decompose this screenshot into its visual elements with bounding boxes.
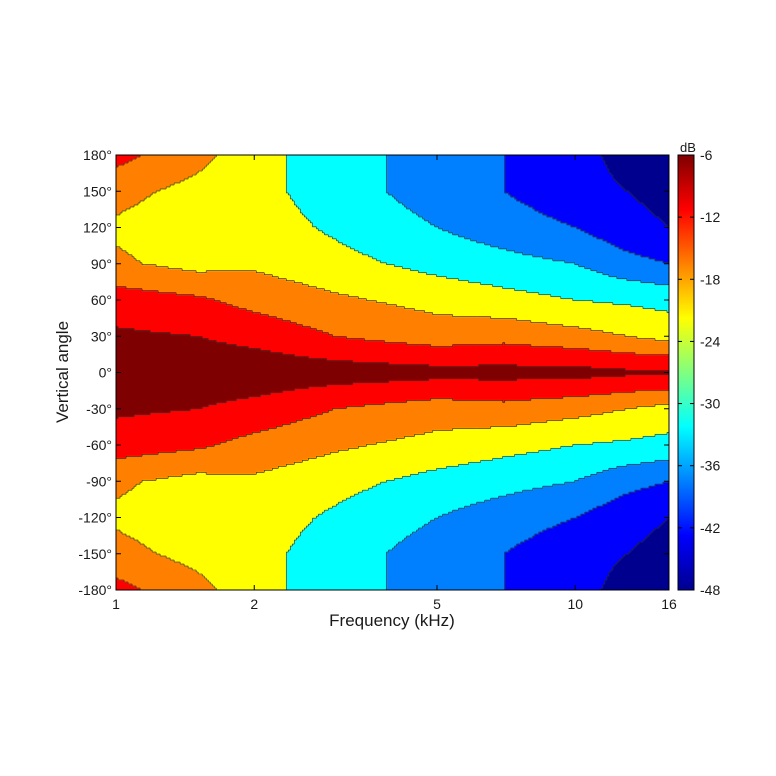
colorbar-tick-label: -12	[700, 209, 720, 225]
colorbar-unit-label: dB	[680, 140, 696, 155]
colorbar-tick-label: -36	[700, 458, 720, 474]
x-tick-label: 2	[250, 596, 258, 612]
x-tick-label: 16	[661, 596, 677, 612]
x-tick-label: 1	[112, 596, 120, 612]
y-tick-label: 150°	[83, 183, 112, 199]
colorbar-tick-label: -6	[700, 147, 713, 163]
y-tick-label: 120°	[83, 220, 112, 236]
y-tick-label: -150°	[78, 546, 112, 562]
contour-field-image	[116, 155, 669, 590]
y-tick-label: -120°	[78, 510, 112, 526]
x-tick-label: 5	[433, 596, 441, 612]
colorbar-tick-label: -42	[700, 520, 720, 536]
y-tick-label: 30°	[91, 328, 112, 344]
contour-boundary-path	[116, 155, 669, 590]
y-tick-label: -90°	[86, 473, 112, 489]
colorbar-tick-label: -18	[700, 271, 720, 287]
y-tick-label: 90°	[91, 256, 112, 272]
colorbar-ticks: -6 -12 -18 -24 -30 -36 -42 -48	[678, 147, 720, 598]
colorbar-tick-label: -24	[700, 333, 720, 349]
y-tick-label: -30°	[86, 401, 112, 417]
y-tick-label: 0°	[99, 365, 112, 381]
y-axis-label: Vertical angle	[53, 321, 72, 423]
y-tick-label: 60°	[91, 292, 112, 308]
y-tick-label: 180°	[83, 147, 112, 163]
x-axis-label: Frequency (kHz)	[329, 611, 455, 630]
contour-lines	[116, 155, 669, 590]
contour-plot-area	[116, 155, 669, 590]
y-axis-ticks: 180° 150° 120° 90° 60° 30° 0° -30° -60° -90° -120°…	[78, 147, 669, 598]
colorbar-tick-label: -30	[700, 396, 720, 412]
colorbar-gradient	[677, 154, 695, 591]
y-tick-label: -60°	[86, 437, 112, 453]
colorbar-tick-label: -48	[700, 582, 720, 598]
colorbar: dB -6 -12 -18 -24 -30 -36 -42 -48	[677, 140, 720, 598]
x-tick-label: 10	[567, 596, 583, 612]
x-axis-ticks: 1 2 5 10 16	[112, 155, 677, 612]
y-tick-label: -180°	[78, 582, 112, 598]
